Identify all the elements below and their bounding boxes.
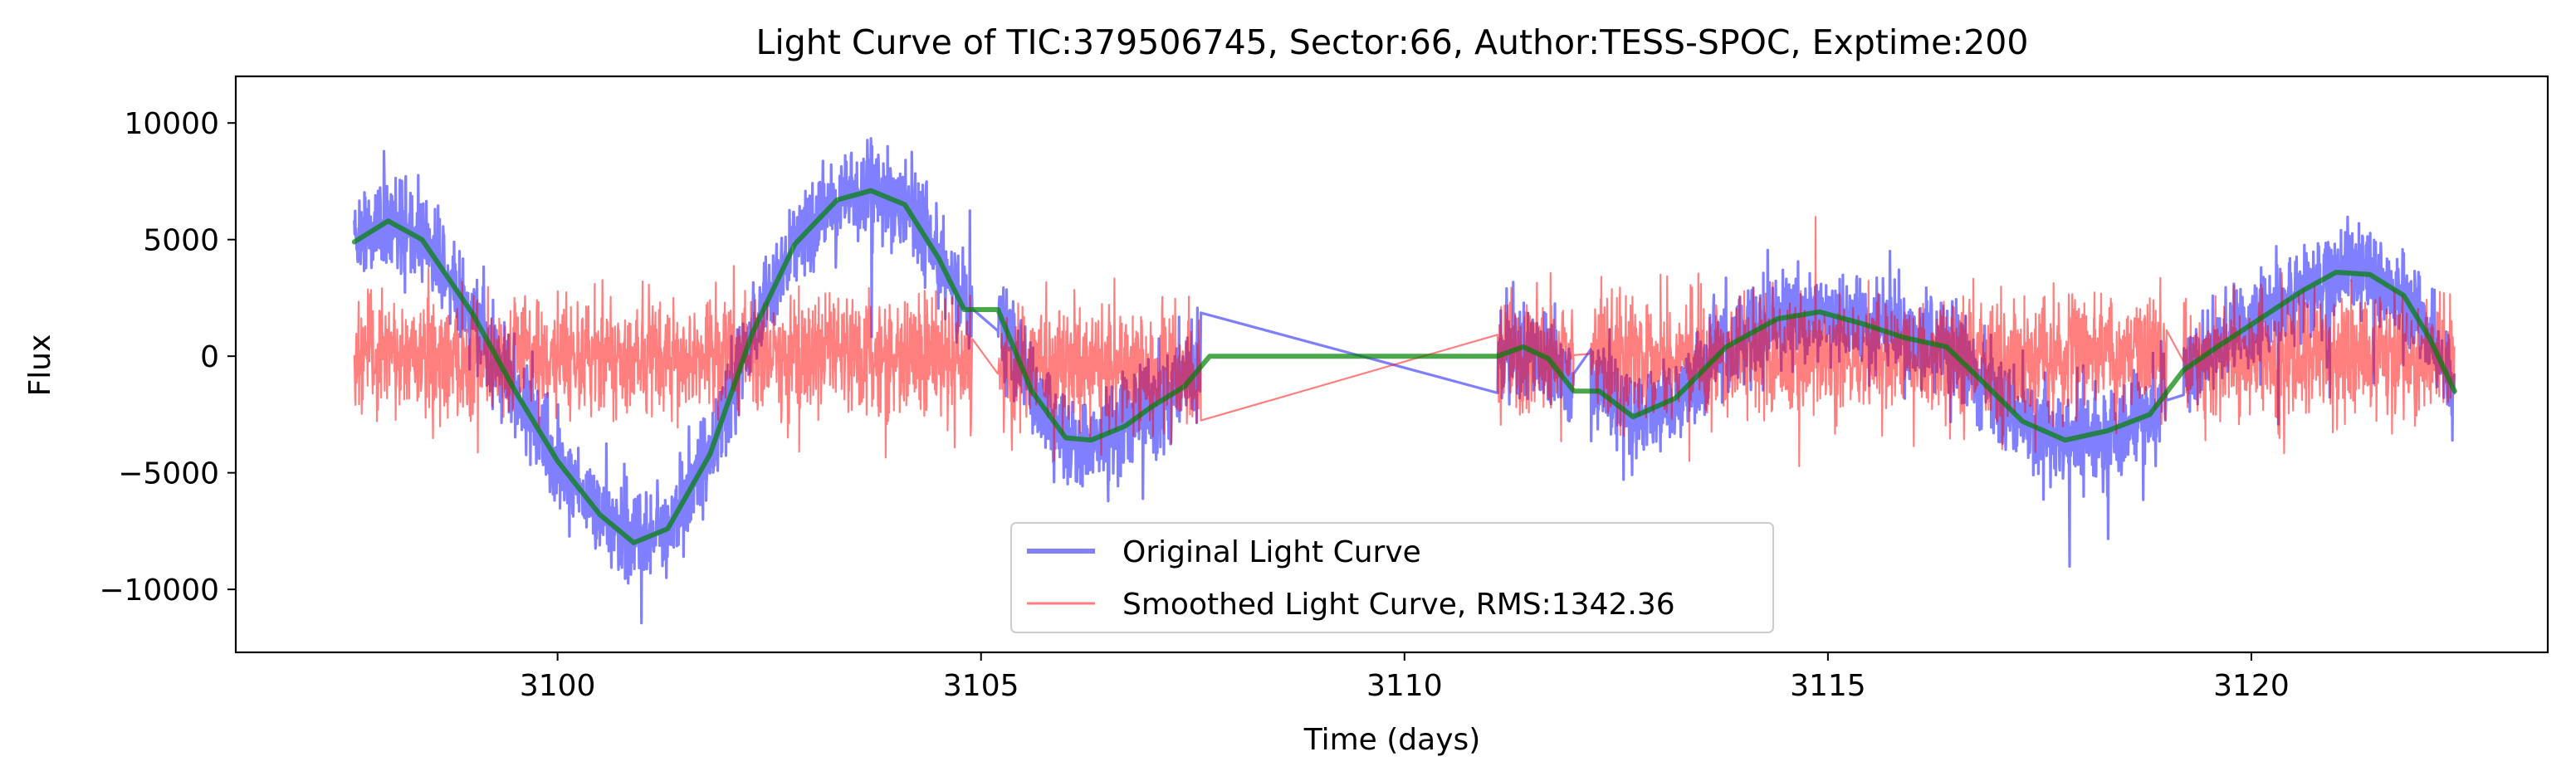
y-tick-label: 5000 — [143, 224, 219, 258]
legend-label-original: Original Light Curve — [1122, 535, 1421, 569]
y-tick-label: 0 — [200, 340, 219, 374]
series-trend-line — [351, 188, 2457, 545]
legend-box — [1010, 522, 1774, 633]
legend: Original Light Curve Smoothed Light Curv… — [1010, 522, 1774, 633]
chart-title: Light Curve of TIC:379506745, Sector:66,… — [756, 22, 2029, 62]
x-axis-label: Time (days) — [1303, 723, 1481, 757]
x-tick-label: 3115 — [1790, 669, 1866, 703]
x-tick-label: 3120 — [2213, 669, 2290, 703]
x-tick-label: 3100 — [520, 669, 596, 703]
x-tick-label: 3110 — [1366, 669, 1443, 703]
plot-frame — [234, 75, 2549, 654]
y-tick-label: −5000 — [118, 457, 219, 491]
y-axis-label: Flux — [23, 334, 57, 397]
plot-data — [351, 137, 2457, 625]
series-smoothed-light-curve — [353, 216, 2456, 467]
y-tick-label: −10000 — [99, 574, 219, 608]
y-axis-ticks: −10000 −5000 0 5000 10000 — [99, 107, 236, 608]
x-tick-label: 3105 — [943, 669, 1019, 703]
legend-label-smoothed: Smoothed Light Curve, RMS:1342.36 — [1122, 588, 1675, 622]
y-tick-label: 10000 — [124, 107, 219, 141]
x-axis-ticks: 3100 3105 3110 3115 3120 — [520, 652, 2290, 703]
